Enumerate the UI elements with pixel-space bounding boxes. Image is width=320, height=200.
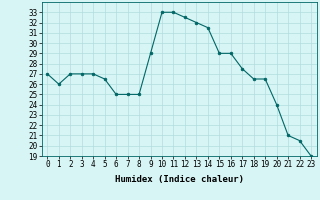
- X-axis label: Humidex (Indice chaleur): Humidex (Indice chaleur): [115, 175, 244, 184]
